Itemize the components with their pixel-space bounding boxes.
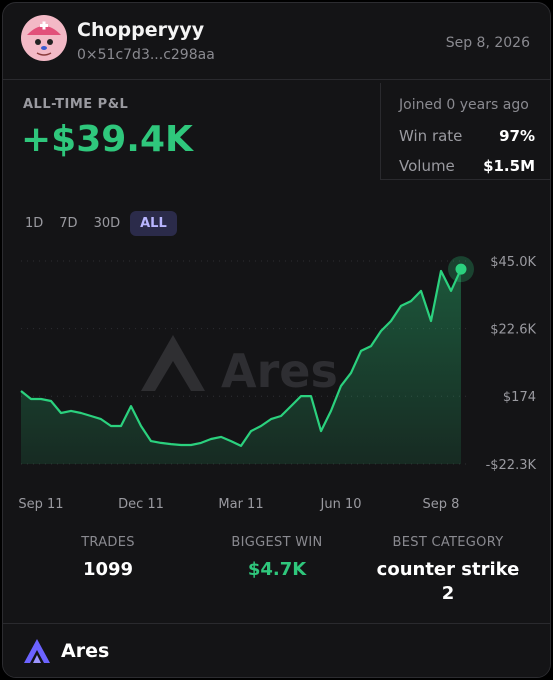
stat: BEST CATEGORY counter strike 2 xyxy=(363,535,533,606)
line xyxy=(20,268,462,447)
win-rate: 97% xyxy=(499,127,535,145)
x-tick-label: Sep 11 xyxy=(18,497,63,512)
volume: $1.5M xyxy=(483,157,535,175)
divider xyxy=(3,79,550,80)
watermark: Ares xyxy=(221,344,338,398)
x-tick-label: Jun 10 xyxy=(320,497,362,512)
brand-name: Ares xyxy=(61,640,110,662)
stat-value: 1099 xyxy=(82,559,134,580)
stat-value: $4.7K xyxy=(247,559,307,580)
volume-label: Volume xyxy=(399,157,455,175)
chart: Ares $45.0K $22.6K $174 -$22.3K Sep 11 Dec 11… xyxy=(18,255,537,512)
y-tick-label: $22.6K xyxy=(490,323,536,338)
pnl-label: ALL-TIME P&L xyxy=(23,97,129,112)
watermark-logo xyxy=(141,335,205,391)
y-tick-label: $45.0K xyxy=(490,255,536,270)
range-tabs: 1D 7D 30D ALL xyxy=(19,211,177,236)
x-tick-label: Sep 8 xyxy=(423,497,460,512)
y-tick-label: $174 xyxy=(503,390,536,405)
footer: Ares xyxy=(3,623,550,677)
card-date: Sep 8, 2026 xyxy=(445,35,530,51)
joined: Joined 0 years ago xyxy=(399,97,529,113)
win-rate-label: Win rate xyxy=(399,127,463,145)
brand-logo xyxy=(24,639,50,663)
last-point xyxy=(455,263,467,275)
area xyxy=(21,269,461,464)
stat: TRADES 1099 xyxy=(23,535,193,582)
x-tick-label: Dec 11 xyxy=(118,497,164,512)
stat-label: BIGGEST WIN xyxy=(231,535,323,550)
range-tab[interactable]: 30D xyxy=(93,216,121,231)
plot xyxy=(20,256,474,464)
stat-label: TRADES xyxy=(81,535,135,550)
wallet-address: 0×51c7d3...c298aa xyxy=(77,47,215,63)
range-tab[interactable]: 1D xyxy=(25,216,44,231)
x-tick-label: Mar 11 xyxy=(218,497,263,512)
avatar xyxy=(21,15,67,61)
stat: BIGGEST WIN $4.7K xyxy=(192,535,362,582)
range-tab[interactable]: ALL xyxy=(130,211,177,236)
user-name: Chopperyyy xyxy=(77,19,205,41)
profile-box: Joined 0 years ago Win rate 97% Volume $… xyxy=(380,83,550,180)
pnl-value: +$39.4K xyxy=(21,119,193,160)
range-tab[interactable]: 7D xyxy=(59,216,78,231)
stat-value: counter strike 2 xyxy=(376,559,520,604)
stat-label: BEST CATEGORY xyxy=(392,535,504,550)
y-tick-label: -$22.3K xyxy=(486,458,537,473)
